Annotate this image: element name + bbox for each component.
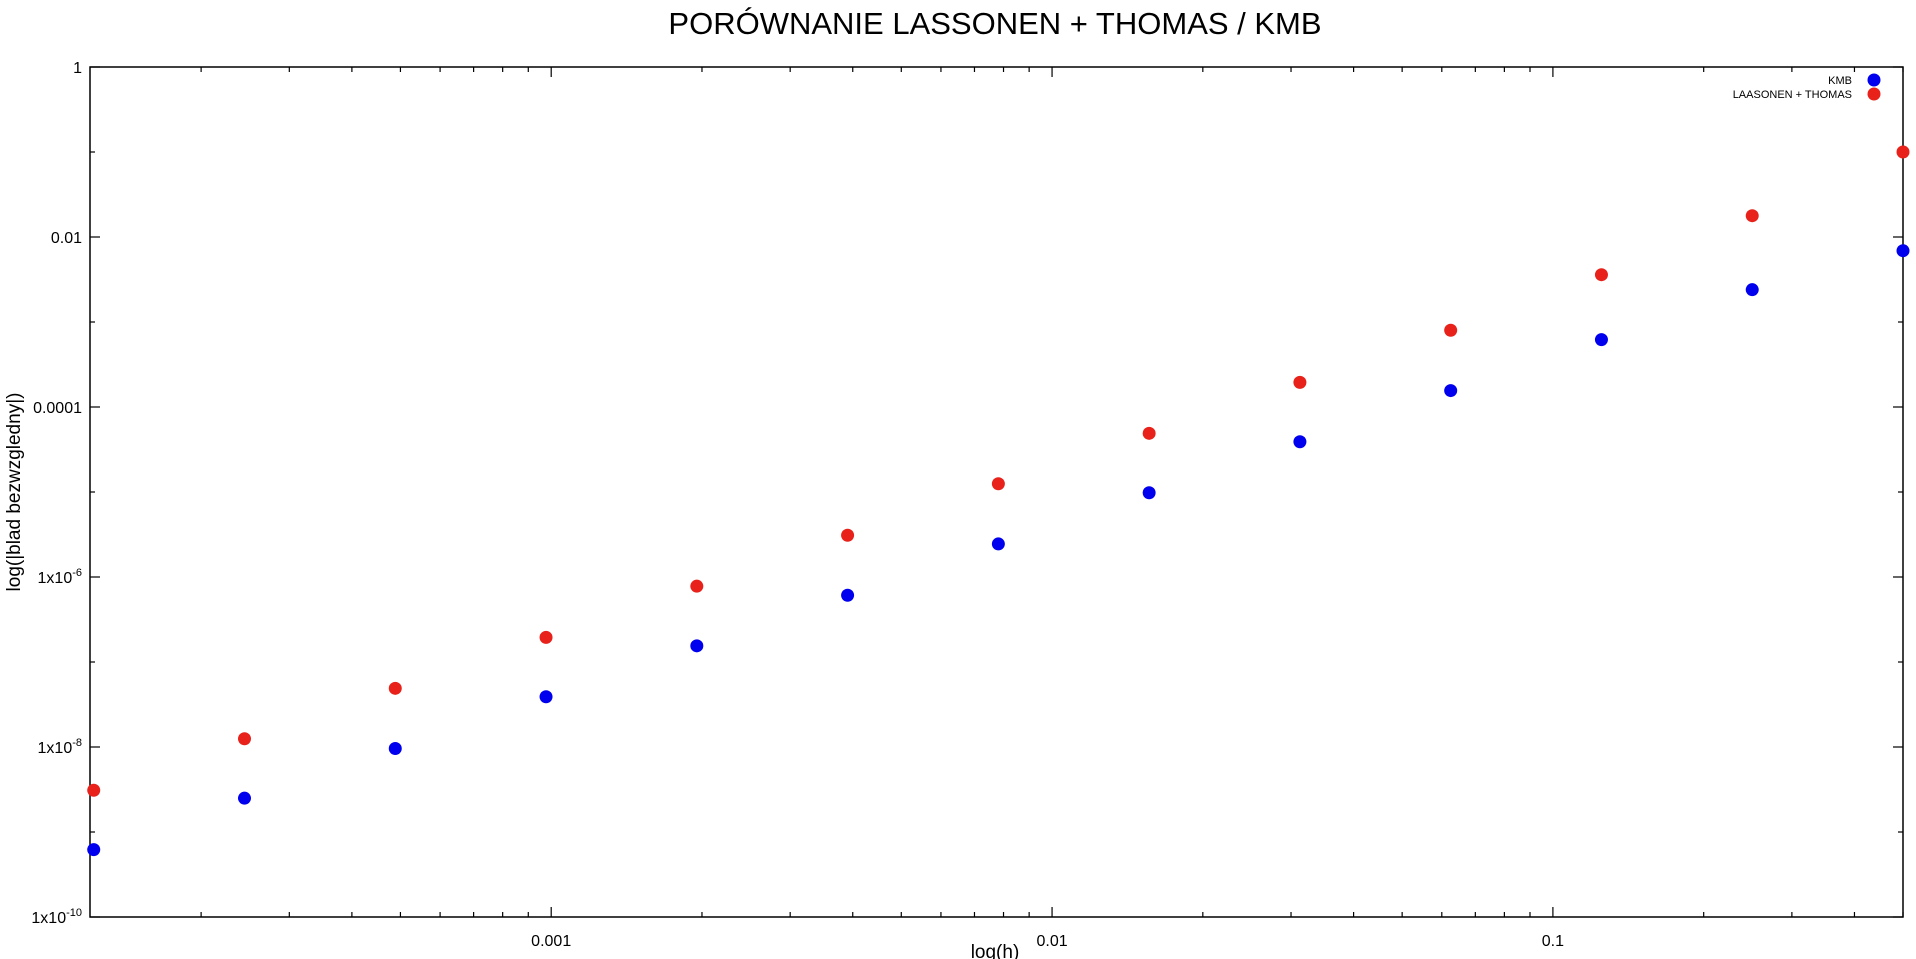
data-point (690, 639, 704, 653)
y-axis: 1 0.01 0.0001 1x10-6 1x10-8 1x10-10 (31, 60, 1903, 927)
data-point (1444, 323, 1458, 337)
data-point (1142, 486, 1156, 500)
y-tick-label: 1x10-10 (31, 907, 82, 927)
data-point (1896, 145, 1910, 159)
y-axis-label: log(|blad bezwzgledny|) (4, 393, 25, 592)
data-point (1594, 268, 1608, 282)
data-point (1896, 244, 1910, 258)
data-point (841, 528, 855, 542)
y-tick-label: 1x10-8 (38, 737, 82, 757)
series-kmb (87, 244, 1910, 857)
data-point (991, 537, 1005, 551)
data-point (1745, 283, 1759, 297)
data-point (1444, 384, 1458, 398)
y-tick-label: 0.01 (51, 230, 82, 247)
data-point (539, 690, 553, 704)
series-laasonen-thomas (87, 145, 1910, 797)
data-point (1745, 209, 1759, 223)
legend-label: KMB (1828, 75, 1852, 87)
x-tick-label: 0.1 (1542, 933, 1564, 950)
data-points (87, 145, 1910, 857)
data-point (539, 630, 553, 644)
chart-title: PORÓWNANIE LASSONEN + THOMAS / KMB (668, 6, 1321, 41)
data-point (237, 732, 251, 746)
data-point (1293, 435, 1307, 449)
data-point (87, 783, 101, 797)
data-point (841, 588, 855, 602)
data-point (1142, 426, 1156, 440)
data-point (991, 477, 1005, 491)
data-point (388, 681, 402, 695)
data-point (388, 742, 402, 756)
data-point (1594, 333, 1608, 347)
data-point (690, 579, 704, 593)
legend-label: LAASONEN + THOMAS (1733, 89, 1852, 101)
data-point (1293, 375, 1307, 389)
legend-marker (1867, 87, 1881, 101)
y-tick-label: 1x10-6 (38, 567, 82, 587)
legend: KMB LAASONEN + THOMAS (1733, 73, 1881, 101)
legend-marker (1867, 73, 1881, 87)
x-tick-label: 0.01 (1036, 933, 1067, 950)
x-axis-label: log(h) (971, 942, 1020, 959)
plot-frame (89, 66, 1904, 918)
data-point (87, 843, 101, 857)
y-tick-label: 1 (73, 60, 82, 77)
y-tick-label: 0.0001 (33, 400, 82, 417)
data-point (237, 791, 251, 805)
x-axis: 0.001 0.01 0.1 (200, 67, 1904, 950)
x-tick-label: 0.001 (531, 933, 571, 950)
